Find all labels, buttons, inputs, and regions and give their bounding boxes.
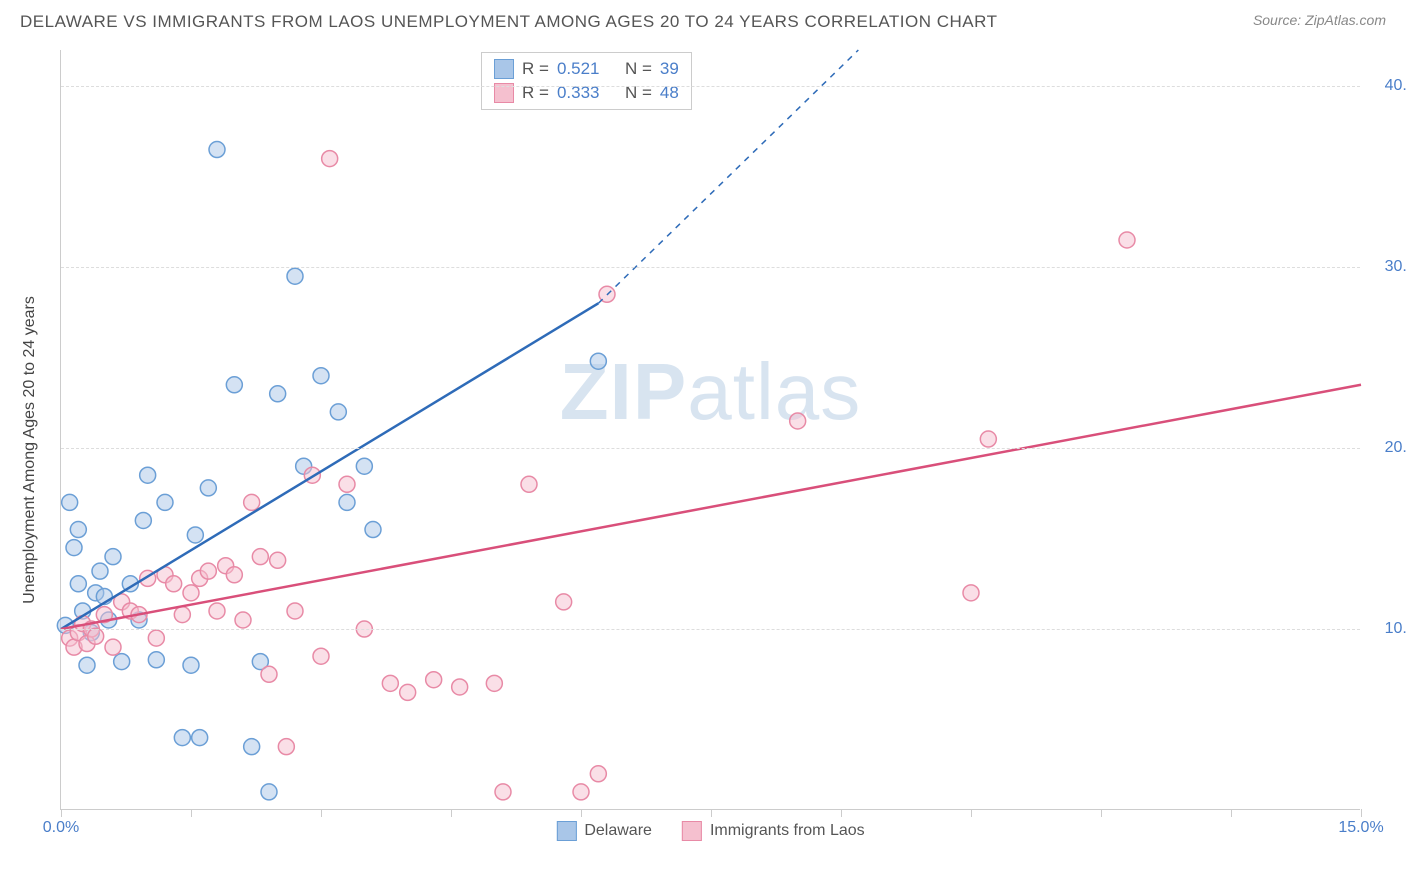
scatter-svg — [61, 50, 1360, 809]
legend-item-laos: Immigrants from Laos — [682, 821, 865, 841]
x-tick-label: 15.0% — [1338, 819, 1383, 837]
chart-container: Unemployment Among Ages 20 to 24 years Z… — [50, 50, 1390, 850]
source-label: Source: ZipAtlas.com — [1253, 12, 1386, 28]
y-tick-label: 20.0% — [1385, 439, 1406, 457]
plot-area: ZIPatlas R = 0.521 N = 39 R = 0.333 N = … — [60, 50, 1360, 810]
y-tick-label: 10.0% — [1385, 620, 1406, 638]
legend-item-delaware: Delaware — [556, 821, 652, 841]
swatch-delaware-icon — [556, 821, 576, 841]
y-axis-label: Unemployment Among Ages 20 to 24 years — [21, 296, 39, 604]
y-tick-label: 30.0% — [1385, 258, 1406, 276]
legend-label-delaware: Delaware — [584, 822, 652, 840]
bottom-legend: Delaware Immigrants from Laos — [556, 821, 864, 841]
chart-title: DELAWARE VS IMMIGRANTS FROM LAOS UNEMPLO… — [20, 12, 998, 32]
legend-label-laos: Immigrants from Laos — [710, 822, 865, 840]
x-tick-label: 0.0% — [43, 819, 79, 837]
y-tick-label: 40.0% — [1385, 77, 1406, 95]
swatch-laos-icon — [682, 821, 702, 841]
